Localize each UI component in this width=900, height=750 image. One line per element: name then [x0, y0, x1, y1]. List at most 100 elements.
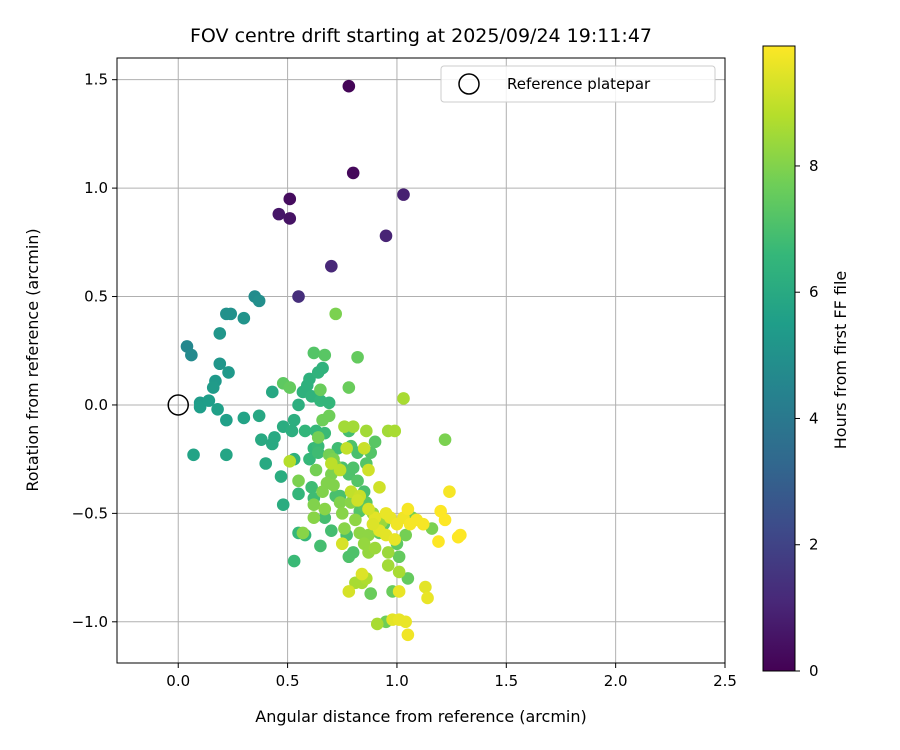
- data-point: [283, 212, 297, 225]
- data-point: [206, 381, 220, 394]
- data-point: [342, 585, 356, 598]
- data-point: [388, 533, 402, 546]
- colorbar-ticks: 0 2 4 6 8: [795, 157, 819, 680]
- data-point: [438, 513, 452, 527]
- data-point: [335, 537, 349, 551]
- data-point: [432, 535, 445, 548]
- data-point: [237, 311, 251, 325]
- data-point: [316, 361, 329, 375]
- data-point: [342, 381, 356, 394]
- data-point: [307, 498, 321, 512]
- data-point: [373, 481, 386, 494]
- data-point: [346, 546, 360, 559]
- data-point: [211, 402, 224, 416]
- data-point: [283, 381, 297, 394]
- data-point: [397, 188, 410, 201]
- y-tick-label: 1.5: [84, 71, 108, 89]
- data-point: [379, 229, 393, 243]
- x-tick-label: 2.0: [604, 672, 628, 690]
- data-point: [303, 452, 316, 466]
- colorbar-gradient: [762, 45, 796, 672]
- x-tick-label: 1.0: [385, 672, 409, 690]
- data-point: [292, 290, 305, 303]
- data-point: [307, 511, 321, 525]
- x-tick-label: 0.5: [276, 672, 300, 690]
- data-point: [351, 494, 364, 507]
- data-point: [287, 554, 301, 568]
- data-point: [443, 485, 456, 498]
- data-point: [220, 413, 233, 427]
- y-tick-label: 1.0: [84, 179, 108, 197]
- colorbar-tick-label: 4: [809, 409, 819, 427]
- data-points: [180, 79, 467, 642]
- data-point: [351, 350, 364, 364]
- data-point: [381, 559, 395, 572]
- x-tick-label: 1.5: [494, 672, 518, 690]
- x-axis-label: Angular distance from reference (arcmin): [255, 707, 586, 726]
- data-point: [362, 502, 375, 516]
- data-point: [311, 431, 325, 444]
- data-point: [335, 507, 349, 520]
- data-point: [185, 348, 198, 362]
- data-point: [272, 207, 286, 221]
- data-point: [454, 528, 467, 542]
- grid-lines: [117, 58, 726, 663]
- data-point: [314, 383, 327, 397]
- colorbar-tick-label: 6: [809, 283, 819, 301]
- data-point: [401, 502, 415, 516]
- colorbar-label: Hours from first FF file: [831, 271, 850, 450]
- data-point: [292, 487, 305, 501]
- x-axis-ticks: 0.0 0.5 1.0 1.5 2.0 2.5: [166, 663, 737, 690]
- plot-frame: [116, 57, 726, 664]
- data-point: [298, 424, 312, 438]
- legend: Reference platepar: [440, 65, 716, 103]
- data-point: [392, 565, 406, 579]
- data-point: [285, 424, 299, 438]
- data-point: [287, 413, 301, 427]
- y-tick-label: 0.5: [84, 288, 108, 306]
- data-point: [346, 461, 360, 475]
- data-point: [318, 502, 332, 516]
- data-point: [237, 411, 251, 425]
- data-point: [392, 550, 406, 564]
- reference-marker-group: [167, 394, 189, 416]
- y-tick-label: −1.0: [72, 613, 108, 631]
- data-point: [307, 346, 321, 360]
- data-point: [325, 524, 338, 538]
- data-point: [252, 294, 266, 308]
- data-point: [305, 481, 318, 494]
- data-point: [259, 457, 273, 470]
- data-point: [333, 463, 347, 477]
- colorbar: 0 2 4 6 8 Hours from first FF file: [762, 45, 850, 680]
- data-point: [438, 433, 452, 446]
- y-axis-label: Rotation from reference (arcmin): [23, 228, 42, 491]
- data-point: [357, 442, 371, 455]
- data-point: [316, 485, 329, 498]
- data-point: [202, 394, 216, 407]
- data-point: [283, 455, 297, 468]
- data-point: [392, 585, 406, 598]
- data-point: [276, 498, 290, 512]
- data-point: [342, 79, 356, 93]
- data-point: [349, 513, 362, 527]
- data-point: [338, 522, 351, 535]
- data-point: [224, 307, 238, 321]
- data-point: [268, 431, 281, 444]
- data-point: [283, 192, 297, 206]
- y-tick-label: 0.0: [84, 396, 108, 414]
- data-point: [314, 539, 327, 553]
- data-point: [252, 409, 266, 423]
- data-point: [296, 526, 310, 540]
- x-tick-label: 0.0: [166, 672, 190, 690]
- data-point: [416, 517, 430, 531]
- data-point: [274, 470, 288, 483]
- data-point: [213, 357, 227, 371]
- data-point: [255, 433, 268, 446]
- data-point: [325, 259, 338, 273]
- data-point: [399, 528, 412, 542]
- y-tick-label: −0.5: [72, 504, 108, 522]
- data-point: [364, 587, 377, 600]
- data-point: [401, 628, 415, 642]
- chart-title: FOV centre drift starting at 2025/09/24 …: [190, 25, 652, 47]
